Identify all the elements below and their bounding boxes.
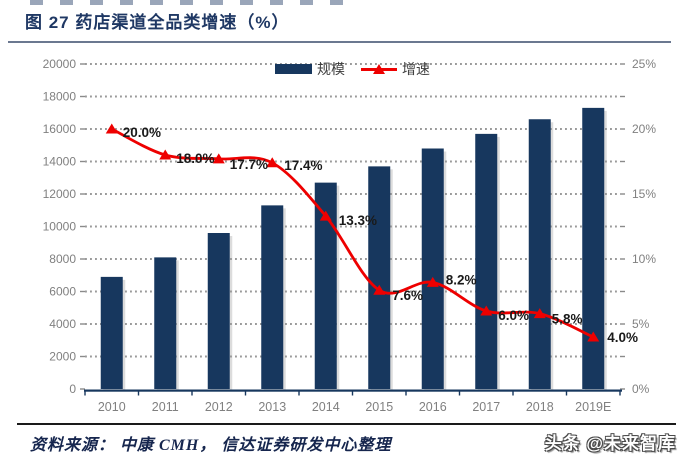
legend-label-scale: 规模 — [317, 61, 345, 77]
title-divider — [8, 41, 671, 43]
x-axis-label: 2019E — [575, 400, 611, 414]
bar — [207, 233, 230, 389]
point-label: 8.2% — [446, 272, 477, 287]
x-axis-label: 2014 — [312, 400, 340, 414]
y-axis-label-right: 15% — [632, 187, 656, 201]
x-axis-label: 2011 — [152, 400, 179, 414]
point-label: 17.7% — [230, 157, 268, 172]
y-axis-label-right: 10% — [632, 252, 656, 266]
growth-marker-icon — [480, 305, 493, 316]
x-axis-line — [84, 389, 622, 392]
bar — [528, 119, 551, 389]
bar — [100, 276, 123, 389]
y-axis-label-left: 4000 — [49, 317, 76, 331]
point-label: 6.0% — [498, 308, 529, 323]
y-axis-label-left: 18000 — [43, 90, 77, 104]
growth-marker-icon — [426, 276, 439, 287]
figure-title: 图 27 药店渠道全品类增速（%） — [25, 13, 290, 32]
cropped-text-fragments — [30, 0, 348, 5]
y-axis-label-left: 6000 — [49, 285, 76, 299]
footer-divider — [17, 423, 676, 425]
point-label: 7.6% — [392, 288, 423, 303]
legend-line-swatch-icon — [361, 63, 397, 74]
bar — [582, 107, 605, 389]
growth-marker-icon — [212, 153, 225, 164]
point-label: 18.0% — [176, 151, 214, 166]
x-axis-label: 2018 — [526, 400, 554, 414]
y-axis-label-left: 14000 — [43, 155, 77, 169]
growth-marker-icon — [319, 210, 332, 221]
y-axis-label-left: 10000 — [43, 220, 77, 234]
y-axis-label-left: 0 — [69, 382, 76, 396]
bar — [154, 257, 177, 389]
y-axis-label-left: 2000 — [49, 350, 76, 364]
x-axis-label: 2015 — [365, 400, 393, 414]
source-note: 资料来源： 中康 CMH， 信达证券研发中心整理 — [30, 437, 392, 454]
bar — [421, 148, 444, 389]
growth-marker-icon — [266, 157, 279, 168]
x-axis-label: 2010 — [98, 400, 126, 414]
bar — [368, 166, 391, 389]
legend-bar-swatch-icon — [275, 64, 312, 74]
growth-marker-icon — [587, 331, 600, 342]
legend-label-growth: 增速 — [402, 61, 430, 77]
x-axis-label: 2016 — [419, 400, 447, 414]
point-label: 17.4% — [284, 158, 322, 173]
growth-marker-icon — [105, 123, 118, 134]
y-axis-label-right: 0% — [632, 382, 650, 396]
x-axis-label: 2017 — [472, 400, 500, 414]
chart-legend: 规模 增速 — [85, 61, 620, 77]
y-axis-label-right: 5% — [632, 317, 650, 331]
toutiao-watermark: 头条 @未来智库 — [544, 434, 676, 453]
growth-marker-icon — [533, 308, 546, 319]
bar — [314, 182, 337, 389]
point-label: 20.0% — [123, 125, 161, 140]
triangle-marker-icon — [373, 63, 385, 74]
point-label: 4.0% — [607, 330, 638, 345]
growth-marker-icon — [373, 284, 386, 295]
point-label: 5.8% — [552, 312, 583, 327]
bar — [475, 133, 498, 389]
x-axis-label: 2012 — [205, 400, 233, 414]
y-axis-label-left: 20000 — [43, 57, 77, 71]
point-label: 13.3% — [339, 213, 377, 228]
x-axis-label: 2013 — [258, 400, 286, 414]
y-axis-label-left: 8000 — [49, 252, 76, 266]
bar — [261, 205, 284, 389]
y-axis-label-right: 25% — [632, 57, 656, 71]
growth-marker-icon — [159, 149, 172, 160]
y-axis-label-left: 12000 — [43, 187, 77, 201]
y-axis-label-right: 20% — [632, 122, 656, 136]
growth-line — [111, 127, 594, 339]
y-axis-label-left: 16000 — [43, 122, 77, 136]
